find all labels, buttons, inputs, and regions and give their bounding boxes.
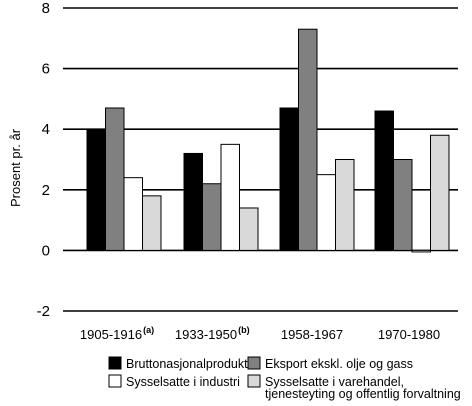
legend-item: Sysselsatte i industri <box>108 374 240 389</box>
y-axis-ticks: -2 0 2 4 6 8 <box>37 0 50 320</box>
x-category: 1933-1950 (b) <box>175 325 250 342</box>
x-category-label: 1958-1967 <box>281 327 343 342</box>
y-tick-label: 8 <box>42 0 50 17</box>
bars <box>86 28 450 253</box>
bar <box>123 177 143 251</box>
bar <box>298 28 318 251</box>
y-tick-label: -2 <box>37 303 50 320</box>
legend-swatch <box>108 356 122 370</box>
bar <box>239 207 259 251</box>
legend-swatch <box>247 374 261 388</box>
y-tick-label: 6 <box>42 61 50 78</box>
bar <box>393 159 413 251</box>
bar <box>411 249 431 253</box>
bar <box>142 195 162 251</box>
legend-label: Bruttonasjonalprodukt <box>126 357 248 371</box>
legend-swatch <box>247 356 261 370</box>
bar <box>316 174 336 251</box>
y-tick-label: 2 <box>42 182 50 199</box>
legend-label: Eksport ekskl. olje og gass <box>265 357 413 371</box>
x-category: 1905-1916 (a) <box>80 325 154 342</box>
x-category: 1958-1967 <box>281 327 343 342</box>
x-category-footnote: (a) <box>143 325 154 335</box>
x-category-label: 1933-1950 <box>175 327 237 342</box>
bar <box>86 128 106 251</box>
x-category-label: 1905-1916 <box>80 327 142 342</box>
bar <box>202 183 222 251</box>
y-tick-label: 4 <box>42 121 50 138</box>
bar <box>220 143 240 251</box>
bar <box>105 107 125 251</box>
bar <box>374 110 394 251</box>
bar <box>335 159 355 251</box>
legend-item: Bruttonasjonalprodukt <box>108 356 248 371</box>
bar <box>430 134 450 251</box>
legend-item: Eksport ekskl. olje og gass <box>247 356 413 371</box>
legend: Bruttonasjonalprodukt Eksport ekskl. olje… <box>108 356 461 401</box>
x-category-label: 1970-1980 <box>378 327 440 342</box>
x-axis-categories: 1905-1916 (a) 1933-1950 (b) 1958-1967 1970-19… <box>80 325 440 342</box>
legend-label-line: Sysselsatte i varehandel, <box>265 375 404 389</box>
bar <box>279 107 299 251</box>
x-category-footnote: (b) <box>238 325 250 335</box>
legend-label-line: tjenesteyting og offentlig forvaltning <box>265 387 461 401</box>
y-axis-label: Prosent pr. år <box>8 128 23 207</box>
legend-item: Sysselsatte i varehandel,tjenesteyting o… <box>247 374 461 401</box>
bar <box>183 152 203 251</box>
x-category: 1970-1980 <box>378 327 440 342</box>
legend-label: Sysselsatte i industri <box>126 375 240 389</box>
legend-swatch <box>108 374 122 388</box>
y-tick-label: 0 <box>42 242 50 259</box>
